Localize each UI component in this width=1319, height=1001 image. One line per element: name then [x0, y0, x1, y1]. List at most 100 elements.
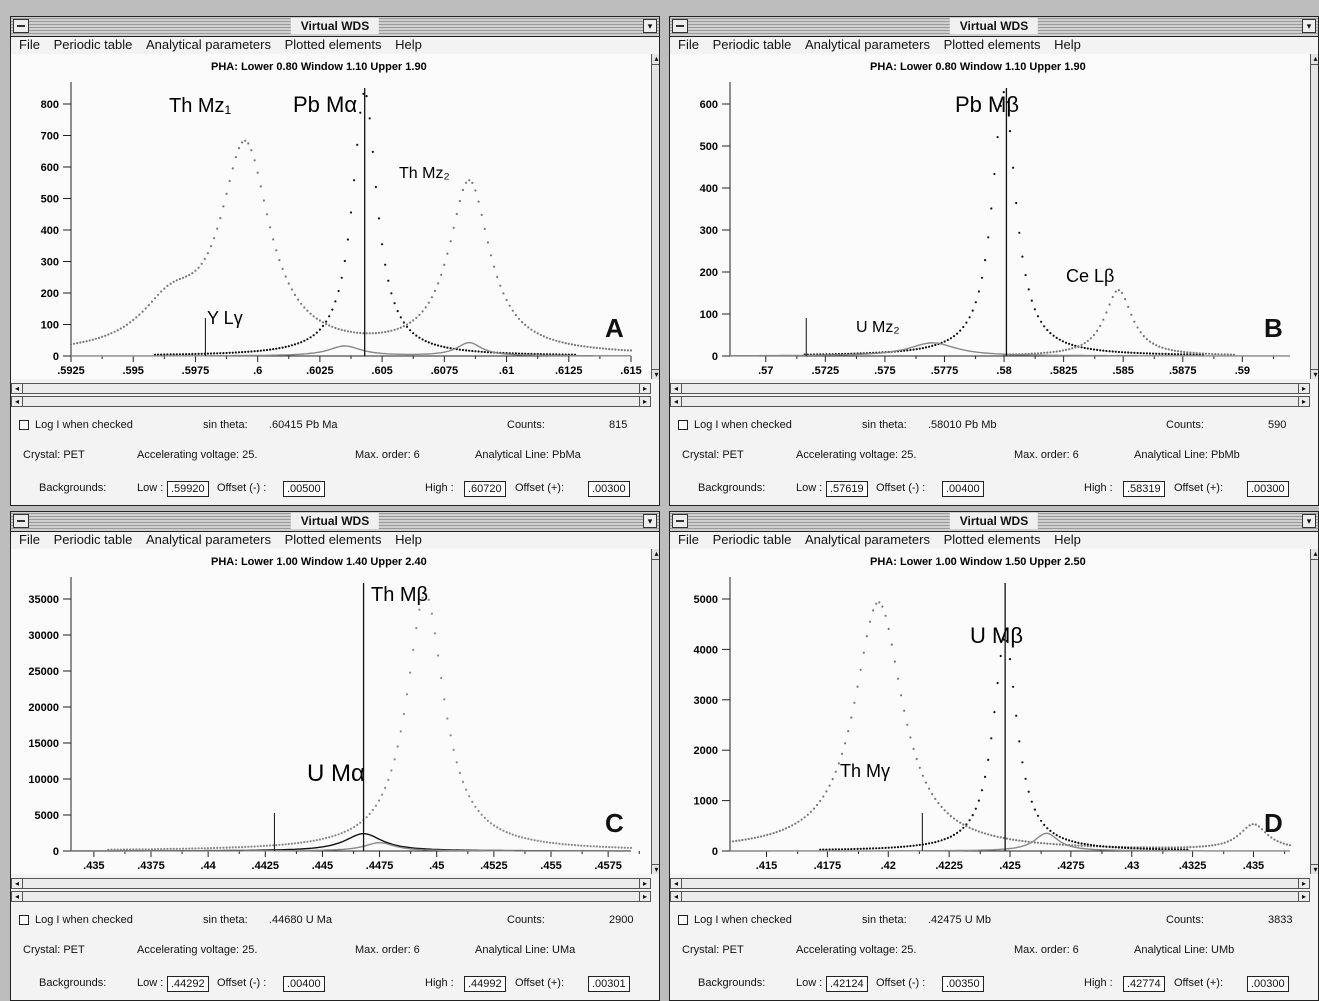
menu-plotted-elements[interactable]: Plotted elements: [943, 532, 1041, 547]
scroll-left-arrow-icon[interactable]: ◂: [12, 384, 23, 393]
scroll-right-arrow-icon[interactable]: ▸: [639, 892, 650, 901]
scroll-left-arrow-icon[interactable]: ◂: [12, 879, 23, 888]
menu-help[interactable]: Help: [395, 37, 422, 52]
series-point: [424, 306, 427, 309]
vertical-scrollbar[interactable]: ▴ ▾: [1310, 54, 1318, 380]
horizontal-scrollbar-2[interactable]: ◂ ▸: [11, 891, 651, 902]
horizontal-scrollbar-2[interactable]: ◂ ▸: [670, 891, 1310, 902]
scroll-left-arrow-icon[interactable]: ◂: [671, 879, 682, 888]
menu-plotted-elements[interactable]: Plotted elements: [943, 37, 1041, 52]
menu-periodic-table[interactable]: Periodic table: [53, 532, 133, 547]
series-point: [160, 290, 163, 293]
system-menu-button[interactable]: [13, 514, 29, 528]
chevron-down-icon[interactable]: ▾: [643, 514, 657, 528]
log-checkbox[interactable]: [678, 915, 688, 925]
offset-plus-input[interactable]: .00301: [588, 976, 630, 992]
menu-analytical-parameters[interactable]: Analytical parameters: [804, 37, 930, 52]
series-point: [125, 323, 129, 326]
series-point: [530, 838, 533, 841]
menu-analytical-parameters[interactable]: Analytical parameters: [145, 37, 271, 52]
high-input[interactable]: .44992: [464, 976, 506, 992]
high-input[interactable]: .58319: [1123, 481, 1165, 497]
series-point: [228, 179, 231, 183]
spectrum-plot[interactable]: 800 700 600 500 400 300 200 100 0 .5925 .595 .5975.…: [11, 54, 651, 379]
menu-periodic-table[interactable]: Periodic table: [53, 37, 133, 52]
scroll-right-arrow-icon[interactable]: ▸: [1298, 397, 1309, 406]
menu-help[interactable]: Help: [1054, 37, 1081, 52]
scroll-left-arrow-icon[interactable]: ◂: [671, 397, 682, 406]
vertical-scrollbar[interactable]: ▴ ▾: [1310, 549, 1318, 875]
menu-file[interactable]: File: [19, 37, 40, 52]
scroll-left-arrow-icon[interactable]: ◂: [12, 892, 23, 901]
scroll-down-arrow-icon[interactable]: ▾: [652, 864, 659, 875]
horizontal-scrollbar-2[interactable]: ◂ ▸: [670, 396, 1310, 407]
menu-file[interactable]: File: [678, 532, 699, 547]
scroll-right-arrow-icon[interactable]: ▸: [639, 879, 650, 888]
menu-plotted-elements[interactable]: Plotted elements: [284, 37, 382, 52]
menu-file[interactable]: File: [678, 37, 699, 52]
menu-help[interactable]: Help: [395, 532, 422, 547]
menu-analytical-parameters[interactable]: Analytical parameters: [145, 532, 271, 547]
spectrum-plot[interactable]: 5000 4000 3000 2000 1000 0 .415 .4175 .42 .4225 .4…: [670, 549, 1310, 874]
horizontal-scrollbar-1[interactable]: ◂ ▸: [670, 878, 1310, 889]
high-input[interactable]: .60720: [464, 481, 506, 497]
menu-file[interactable]: File: [19, 532, 40, 547]
horizontal-scrollbar-1[interactable]: ◂ ▸: [670, 383, 1310, 394]
low-input[interactable]: .59920: [167, 481, 209, 497]
scroll-up-arrow-icon[interactable]: ▴: [1311, 549, 1318, 560]
offset-minus-input[interactable]: .00400: [283, 976, 325, 992]
high-input[interactable]: .42774: [1123, 976, 1165, 992]
offset-minus-input[interactable]: .00400: [942, 481, 984, 497]
system-menu-button[interactable]: [13, 19, 29, 33]
scroll-down-arrow-icon[interactable]: ▾: [1311, 369, 1318, 380]
title-bar[interactable]: Virtual WDS ▾: [670, 17, 1318, 37]
scroll-up-arrow-icon[interactable]: ▴: [652, 54, 659, 65]
low-input[interactable]: .57619: [826, 481, 868, 497]
vertical-scrollbar[interactable]: ▴ ▾: [651, 54, 659, 380]
menu-help[interactable]: Help: [1054, 532, 1081, 547]
vertical-scrollbar[interactable]: ▴ ▾: [651, 549, 659, 875]
horizontal-scrollbar-1[interactable]: ◂ ▸: [11, 878, 651, 889]
offset-minus-input[interactable]: .00500: [283, 481, 325, 497]
scroll-up-arrow-icon[interactable]: ▴: [652, 549, 659, 560]
title-bar[interactable]: Virtual WDS ▾: [670, 512, 1318, 532]
series-point: [1130, 351, 1133, 354]
horizontal-scrollbar-1[interactable]: ◂ ▸: [11, 383, 651, 394]
scroll-left-arrow-icon[interactable]: ◂: [671, 384, 682, 393]
horizontal-scrollbar-2[interactable]: ◂ ▸: [11, 396, 651, 407]
title-bar[interactable]: Virtual WDS ▾: [11, 512, 659, 532]
log-checkbox[interactable]: [678, 420, 688, 430]
title-bar[interactable]: Virtual WDS ▾: [11, 17, 659, 37]
scroll-left-arrow-icon[interactable]: ◂: [671, 892, 682, 901]
series-point: [620, 348, 623, 352]
scroll-right-arrow-icon[interactable]: ▸: [639, 397, 650, 406]
scroll-right-arrow-icon[interactable]: ▸: [639, 384, 650, 393]
offset-minus-input[interactable]: .00350: [942, 976, 984, 992]
system-menu-button[interactable]: [672, 19, 688, 33]
low-input[interactable]: .44292: [167, 976, 209, 992]
scroll-down-arrow-icon[interactable]: ▾: [1311, 864, 1318, 875]
scroll-up-arrow-icon[interactable]: ▴: [1311, 54, 1318, 65]
scroll-right-arrow-icon[interactable]: ▸: [1298, 384, 1309, 393]
spectrum-plot[interactable]: 35000 30000 25000 20000 15000 10000 5000 0 .435.…: [11, 549, 651, 874]
log-checkbox[interactable]: [19, 915, 29, 925]
offset-plus-input[interactable]: .00300: [1247, 481, 1289, 497]
log-checkbox[interactable]: [19, 420, 29, 430]
menu-periodic-table[interactable]: Periodic table: [712, 532, 792, 547]
menu-periodic-table[interactable]: Periodic table: [712, 37, 792, 52]
scroll-down-arrow-icon[interactable]: ▾: [652, 369, 659, 380]
system-menu-button[interactable]: [672, 514, 688, 528]
scroll-left-arrow-icon[interactable]: ◂: [12, 397, 23, 406]
menu-plotted-elements[interactable]: Plotted elements: [284, 532, 382, 547]
offset-plus-input[interactable]: .00300: [1247, 976, 1289, 992]
x-tick-label: .4375: [137, 860, 165, 872]
scroll-right-arrow-icon[interactable]: ▸: [1298, 892, 1309, 901]
chevron-down-icon[interactable]: ▾: [1302, 514, 1316, 528]
spectrum-plot[interactable]: 600 500 400 300 200 100 0 .57 .5725 .575 .5775 .58.…: [670, 54, 1310, 379]
menu-analytical-parameters[interactable]: Analytical parameters: [804, 532, 930, 547]
chevron-down-icon[interactable]: ▾: [643, 19, 657, 33]
offset-plus-input[interactable]: .00300: [588, 481, 630, 497]
chevron-down-icon[interactable]: ▾: [1302, 19, 1316, 33]
scroll-right-arrow-icon[interactable]: ▸: [1298, 879, 1309, 888]
low-input[interactable]: .42124: [826, 976, 868, 992]
